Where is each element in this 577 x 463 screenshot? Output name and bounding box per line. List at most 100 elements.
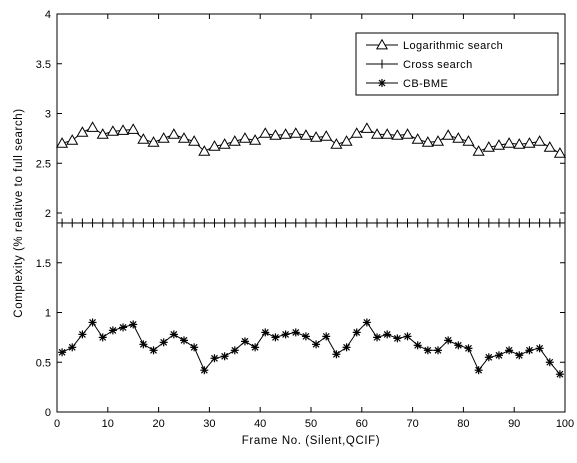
legend-marker: [377, 59, 387, 69]
series-cb-bme: [58, 318, 564, 379]
data-point-cb-bme: [251, 343, 260, 352]
data-point-cb-bme: [149, 346, 158, 355]
data-point-cb-bme: [555, 370, 564, 379]
data-point-cb-bme: [271, 333, 280, 342]
data-point-cross-search: [57, 218, 67, 228]
marker-stroke: [282, 330, 290, 338]
marker-stroke: [170, 330, 178, 338]
x-tick-label: 80: [457, 418, 469, 430]
data-point-cb-bme: [58, 348, 67, 357]
y-tick-label: 3.5: [36, 59, 51, 71]
data-point-logarithmic-search: [147, 136, 160, 147]
data-point-cross-search: [524, 218, 534, 228]
data-point-logarithmic-search: [76, 126, 89, 137]
data-point-logarithmic-search: [330, 138, 343, 149]
data-point-logarithmic-search: [96, 128, 109, 139]
marker-stroke: [404, 332, 411, 340]
x-axis-label: Frame No. (Silent,QCIF): [242, 435, 380, 447]
marker-stroke: [251, 343, 259, 351]
data-point-cb-bme: [423, 346, 432, 355]
marker-stroke: [139, 340, 147, 348]
data-point-logarithmic-search: [431, 135, 445, 146]
data-point-cross-search: [453, 218, 463, 228]
marker-stroke: [526, 346, 533, 354]
data-point-logarithmic-search: [360, 122, 373, 133]
data-point-cb-bme: [240, 337, 249, 346]
data-point-cb-bme: [352, 328, 361, 337]
marker-stroke: [343, 343, 350, 351]
data-point-cross-search: [362, 218, 372, 228]
data-point-logarithmic-search: [177, 132, 191, 143]
data-point-cb-bme: [494, 351, 503, 360]
series-cross-search: [57, 218, 565, 228]
data-point-logarithmic-search: [533, 135, 546, 146]
data-point-logarithmic-search: [543, 141, 556, 152]
data-point-cb-bme: [220, 352, 229, 361]
marker-stroke: [89, 319, 96, 326]
data-point-logarithmic-search: [442, 129, 455, 140]
marker-stroke: [444, 336, 452, 344]
data-point-logarithmic-search: [56, 137, 69, 148]
data-point-logarithmic-search: [391, 129, 404, 140]
data-point-logarithmic-search: [269, 129, 282, 140]
legend: Logarithmic search Cross search CB-BME: [355, 32, 559, 96]
legend-label: Logarithmic search: [403, 40, 503, 52]
data-point-cb-bme: [505, 346, 514, 355]
x-tick-label: 10: [102, 418, 114, 430]
legend-marker: [375, 38, 389, 50]
data-point-cb-bme: [373, 333, 382, 342]
marker-stroke: [424, 346, 432, 354]
data-point-cross-search: [189, 218, 199, 228]
marker-stroke: [292, 328, 300, 336]
data-point-cross-search: [291, 218, 301, 228]
marker-stroke: [322, 332, 330, 340]
marker-stroke: [515, 351, 523, 359]
x-tick-label: 20: [152, 418, 164, 430]
data-point-logarithmic-search: [340, 135, 353, 146]
data-point-logarithmic-search: [320, 130, 333, 141]
data-point-logarithmic-search: [157, 132, 170, 143]
marker-stroke: [261, 328, 269, 336]
data-point-cross-search: [230, 218, 240, 228]
data-point-logarithmic-search: [523, 137, 536, 148]
data-point-logarithmic-search: [492, 139, 506, 150]
x-tick-label: 30: [203, 418, 215, 430]
y-tick-label: 2: [45, 208, 51, 220]
x-tick-label: 70: [406, 418, 418, 430]
marker-stroke: [363, 319, 371, 326]
legend-marker: [378, 79, 386, 87]
data-point-cross-search: [403, 218, 413, 228]
data-point-cb-bme: [301, 332, 310, 341]
marker-stroke: [221, 352, 229, 360]
data-point-cb-bme: [98, 333, 107, 342]
series-line-cb-bme: [61, 321, 561, 375]
data-point-cb-bme: [190, 343, 199, 352]
marker-stroke: [546, 358, 554, 366]
data-point-cross-search: [270, 218, 280, 228]
data-point-cross-search: [392, 218, 402, 228]
data-point-logarithmic-search: [249, 134, 262, 145]
data-point-cb-bme: [515, 351, 524, 360]
data-point-logarithmic-search: [137, 133, 150, 144]
data-point-logarithmic-search: [86, 121, 99, 132]
data-point-cross-search: [240, 218, 250, 228]
legend-label: CB-BME: [403, 78, 448, 90]
data-point-logarithmic-search: [218, 138, 231, 149]
data-point-cb-bme: [362, 318, 371, 327]
marker-stroke: [414, 341, 422, 349]
data-point-cross-search: [209, 218, 219, 228]
marker-stroke: [272, 333, 279, 341]
marker-stroke: [78, 330, 86, 338]
legend-item: CB-BME: [366, 78, 448, 90]
data-point-cb-bme: [444, 336, 453, 345]
marker-stroke: [58, 348, 66, 356]
y-tick-label: 0.5: [36, 357, 51, 369]
data-point-logarithmic-search: [208, 140, 221, 151]
data-point-logarithmic-search: [167, 128, 180, 139]
data-point-cb-bme: [78, 330, 87, 339]
data-point-cross-search: [494, 218, 504, 228]
marker-stroke: [68, 343, 76, 351]
y-tick-label: 2.5: [36, 158, 51, 170]
data-point-logarithmic-search: [106, 125, 119, 136]
data-point-cross-search: [311, 218, 321, 228]
